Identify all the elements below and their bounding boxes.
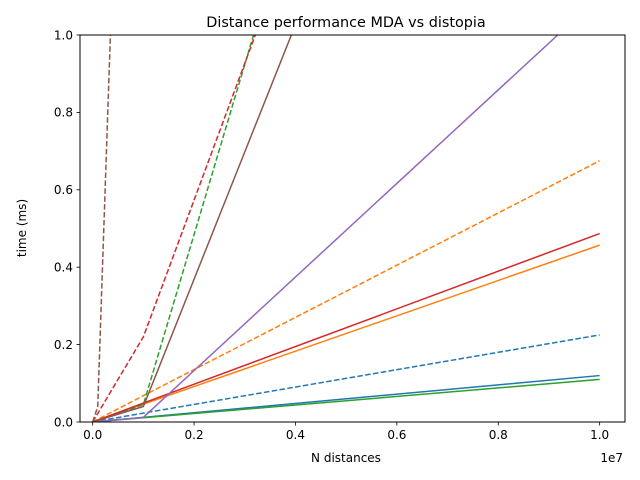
series-line-2 (92, 244, 600, 422)
y-tick-label: 0.2 (54, 338, 73, 352)
x-tick-label: 0.0 (83, 428, 102, 442)
series-line-1 (92, 334, 600, 422)
series-line-4 (92, 378, 600, 422)
y-axis: 0.0 0.2 0.4 0.6 0.8 1.0 (54, 28, 80, 429)
y-tick-label: 1.0 (54, 28, 73, 42)
x-tick-label: 0.4 (286, 428, 305, 442)
x-tick-label: 0.8 (489, 428, 508, 442)
series-line-8 (92, 35, 559, 422)
x-axis-label: N distances (311, 451, 381, 465)
x-tick-label: 1.0 (590, 428, 609, 442)
x-axis-offset-label: 1e7 (600, 451, 623, 465)
x-tick-label: 0.6 (387, 428, 406, 442)
y-tick-label: 0.4 (54, 261, 73, 275)
y-tick-label: 0.8 (54, 106, 73, 120)
y-axis-label: time (ms) (15, 199, 29, 257)
series-line-9 (92, 35, 293, 422)
y-tick-label: 0.6 (54, 183, 73, 197)
x-axis: 0.0 0.2 0.4 0.6 0.8 1.0 (83, 422, 609, 442)
x-tick-label: 0.2 (185, 428, 204, 442)
plot-frame (79, 34, 626, 423)
series-line-10 (91, 35, 112, 422)
series-line-5 (92, 35, 255, 422)
series-layer (91, 35, 600, 422)
series-line-7 (92, 35, 257, 422)
chart-title: Distance performance MDA vs distopia (206, 15, 486, 31)
y-tick-label: 0.0 (54, 415, 73, 429)
